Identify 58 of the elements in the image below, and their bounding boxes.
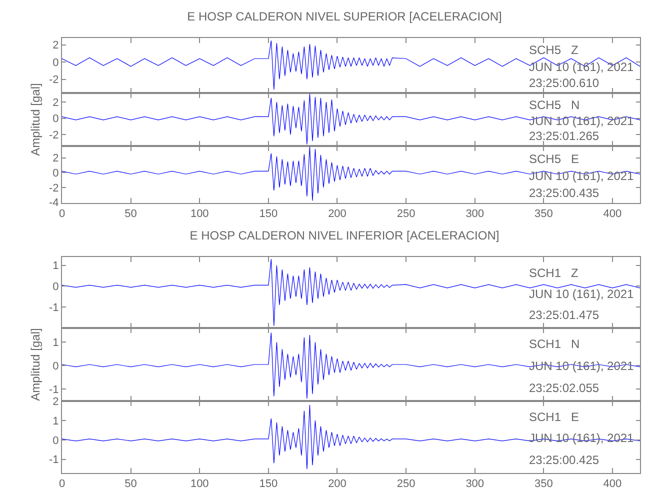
x-tick-label: 100 (190, 478, 209, 490)
x-tick-label: 50 (124, 478, 137, 490)
annotation: SCH5 N (529, 98, 580, 112)
y-tick-label: 0 (52, 360, 59, 373)
y-tick-label: 0 (52, 113, 59, 126)
y-tick-label: 1 (52, 415, 59, 428)
annotation: 23:25:01.475 (529, 308, 600, 322)
y-tick-label: -2 (49, 182, 59, 194)
y-tick-label: 0 (52, 281, 59, 294)
y-tick-label: 2 (52, 152, 59, 165)
x-tick-label: 250 (396, 478, 416, 490)
y-tick-label: -2 (49, 74, 59, 86)
y-tick-label: -1 (49, 384, 59, 396)
x-tick-label: 200 (328, 208, 346, 220)
annotation: SCH1 N (529, 337, 580, 351)
x-tick-label: 400 (603, 208, 622, 220)
chart-title: E HOSP CALDERON NIVEL INFERIOR [ACELERACION] (190, 228, 500, 242)
y-tick-label: 1 (52, 260, 59, 272)
annotation: JUN 10 (161), 2021 (529, 287, 634, 301)
annotation: 23:25:02.055 (529, 381, 600, 395)
y-tick-label: 1 (52, 336, 59, 349)
x-tick-label: 200 (328, 478, 346, 490)
y-axis-title: Amplitud [gal] (28, 83, 42, 156)
annotation: JUN 10 (161), 2021 (529, 60, 634, 74)
line-series (62, 40, 640, 90)
annotation: 23:25:00.610 (529, 76, 600, 90)
annotation: JUN 10 (161), 2021 (529, 169, 634, 183)
y-tick-label: 2 (52, 96, 59, 109)
y-axis-title: Amplitud [gal] (28, 328, 42, 401)
annotation: SCH1 Z (529, 266, 578, 280)
annotation: SCH5 E (529, 152, 580, 166)
x-tick-label: 300 (466, 478, 484, 490)
annotation: SCH5 Z (529, 43, 578, 57)
y-tick-label: -1 (49, 302, 59, 314)
line-series (62, 404, 640, 470)
chart-title: E HOSP CALDERON NIVEL SUPERIOR [ACELERACION] (187, 9, 502, 24)
x-tick-label: 250 (396, 208, 416, 220)
x-tick-label: 400 (603, 478, 622, 490)
x-tick-label: 300 (466, 208, 484, 220)
annotation: 23:25:00.425 (529, 453, 600, 467)
y-tick-label: 0 (52, 56, 59, 69)
x-tick-label: 350 (534, 208, 553, 220)
line-series (62, 332, 640, 399)
x-tick-label: 150 (259, 478, 278, 490)
x-tick-label: 100 (190, 208, 209, 220)
y-tick-label: -2 (49, 129, 59, 142)
y-tick-label: 2 (52, 396, 59, 408)
y-tick-label: 2 (52, 40, 59, 52)
annotation: 23:25:00.435 (529, 186, 600, 200)
y-tick-label: 0 (52, 434, 59, 447)
y-tick-label: -4 (49, 197, 59, 210)
x-tick-label: 50 (124, 208, 137, 220)
y-tick-label: 0 (52, 168, 59, 180)
x-tick-label: 150 (259, 208, 278, 220)
y-tick-label: -1 (49, 454, 59, 466)
annotation: 23:25:01.265 (529, 129, 600, 143)
x-tick-label: 350 (534, 478, 553, 490)
annotation: SCH1 E (529, 410, 580, 424)
